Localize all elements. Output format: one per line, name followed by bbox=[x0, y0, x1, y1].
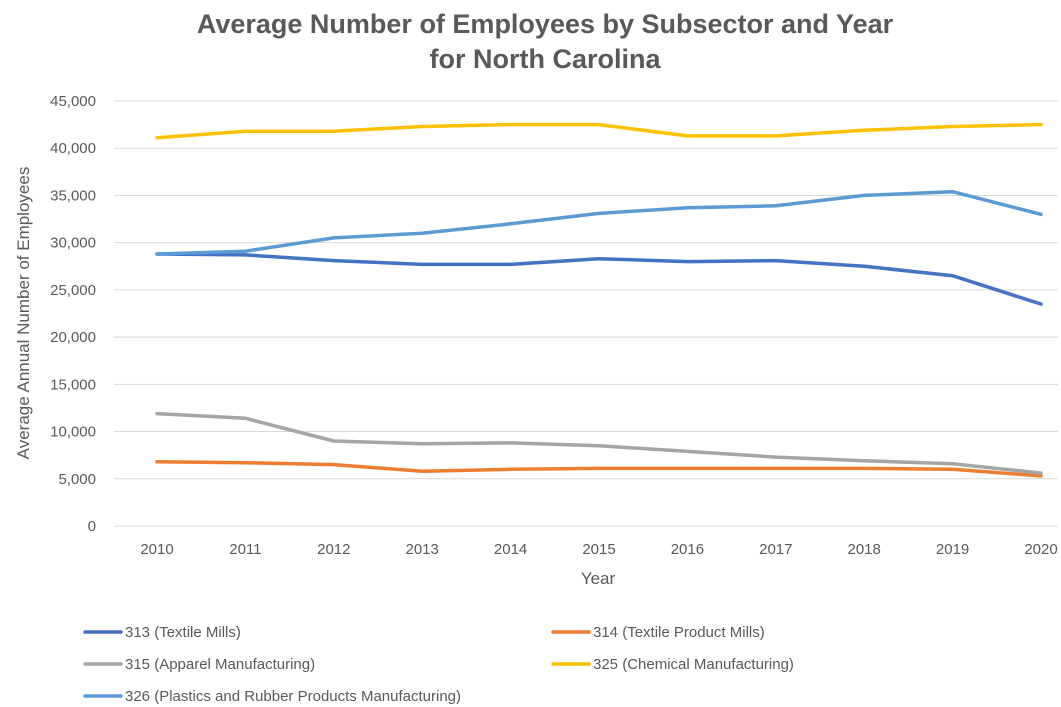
y-axis-title: Average Annual Number of Employees bbox=[14, 167, 33, 460]
x-tick-label: 2018 bbox=[848, 541, 881, 558]
x-tick-label: 2011 bbox=[229, 541, 261, 558]
legend-item: 326 (Plastics and Rubber Products Manufa… bbox=[83, 688, 461, 705]
y-tick-label: 5,000 bbox=[58, 471, 96, 488]
x-tick-label: 2017 bbox=[759, 541, 792, 558]
gridlines bbox=[114, 100, 1058, 527]
x-tick-label: 2016 bbox=[671, 541, 704, 558]
y-tick-label: 45,000 bbox=[50, 93, 96, 110]
legend-label: 325 (Chemical Manufacturing) bbox=[593, 656, 794, 673]
legend-item: 313 (Textile Mills) bbox=[83, 624, 241, 641]
y-tick-label: 0 bbox=[88, 518, 96, 535]
legend-label: 313 (Textile Mills) bbox=[125, 624, 241, 641]
x-tick-label: 2010 bbox=[140, 541, 173, 558]
y-tick-label: 40,000 bbox=[50, 140, 96, 157]
legend-label: 326 (Plastics and Rubber Products Manufa… bbox=[125, 688, 461, 705]
legend-label: 315 (Apparel Manufacturing) bbox=[125, 656, 315, 673]
series-line bbox=[155, 252, 1043, 306]
x-tick-label: 2013 bbox=[406, 541, 439, 558]
series-line bbox=[155, 411, 1043, 475]
x-tick-label: 2014 bbox=[494, 541, 527, 558]
y-tick-label: 25,000 bbox=[50, 282, 96, 299]
y-tick-label: 35,000 bbox=[50, 187, 96, 204]
series-line bbox=[155, 189, 1043, 256]
y-tick-label: 10,000 bbox=[50, 424, 96, 441]
x-tick-label: 2020 bbox=[1024, 541, 1057, 558]
legend-item: 314 (Textile Product Mills) bbox=[551, 624, 765, 641]
legend-item: 315 (Apparel Manufacturing) bbox=[83, 656, 315, 673]
chart-title-line-1: Average Number of Employees by Subsector… bbox=[197, 9, 894, 39]
chart-title-line-2: for North Carolina bbox=[429, 44, 661, 74]
legend-label: 314 (Textile Product Mills) bbox=[593, 624, 765, 641]
x-tick-label: 2012 bbox=[317, 541, 350, 558]
y-tick-label: 20,000 bbox=[50, 329, 96, 346]
series-line bbox=[155, 460, 1043, 478]
legend-item: 325 (Chemical Manufacturing) bbox=[551, 656, 794, 673]
series-lines bbox=[155, 122, 1043, 478]
y-axis-ticks: 0 5,000 10,000 15,000 20,000 25,000 30,000 35,0… bbox=[50, 93, 96, 535]
y-tick-label: 30,000 bbox=[50, 235, 96, 252]
x-tick-label: 2015 bbox=[582, 541, 615, 558]
y-tick-label: 15,000 bbox=[50, 376, 96, 393]
x-axis-ticks: 2010 2011 2012 2013 2014 2015 2016 2017 2018 2019… bbox=[140, 541, 1057, 558]
x-tick-label: 2019 bbox=[936, 541, 969, 558]
series-line bbox=[155, 122, 1043, 140]
legend: 313 (Textile Mills) 314 (Textile Product … bbox=[83, 624, 794, 705]
chart-title: Average Number of Employees by Subsector… bbox=[197, 9, 894, 74]
x-axis-title: Year bbox=[581, 569, 616, 588]
